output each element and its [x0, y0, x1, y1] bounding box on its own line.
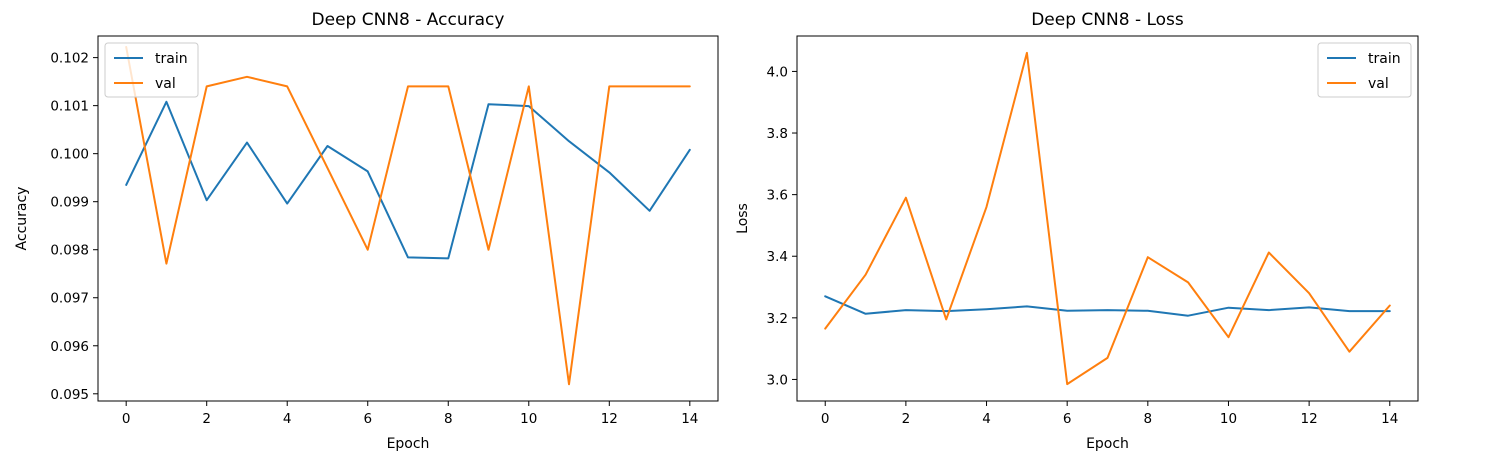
accuracy-y-tick-label: 0.097 [50, 291, 89, 307]
accuracy-x-tick-label: 2 [202, 411, 211, 427]
accuracy-x-tick-label: 12 [601, 411, 618, 427]
loss-legend-label-val: val [1368, 76, 1389, 92]
accuracy-x-tick-label: 14 [681, 411, 698, 427]
loss-legend-label-train: train [1368, 51, 1401, 67]
loss-x-tick-label: 14 [1381, 411, 1398, 427]
loss-chart-title: Deep CNN8 - Loss [1031, 10, 1184, 30]
accuracy-legend-label-val: val [155, 76, 176, 92]
accuracy-y-tick-label: 0.100 [50, 147, 89, 163]
accuracy-y-tick-label: 0.101 [50, 99, 89, 115]
loss-x-tick-label: 10 [1220, 411, 1237, 427]
loss-x-tick-label: 4 [982, 411, 991, 427]
loss-plot-frame [796, 35, 1419, 402]
accuracy-y-tick-label: 0.099 [50, 195, 89, 211]
loss-x-tick-label: 2 [902, 411, 911, 427]
accuracy-series-line-val [125, 46, 691, 386]
loss-chart: Deep CNN8 - Loss Epoch Loss 0 2 4 6 8 10 12 14 3… [735, 10, 1419, 452]
accuracy-plot-frame [97, 35, 719, 402]
loss-y-tick-label: 4.0 [767, 64, 788, 80]
accuracy-y-tick-label: 0.095 [50, 387, 89, 403]
loss-series-line-train [824, 295, 1391, 317]
accuracy-x-tick-label: 8 [444, 411, 453, 427]
loss-x-tick-label: 8 [1144, 411, 1153, 427]
accuracy-y-axis-label: Accuracy [14, 187, 30, 251]
accuracy-x-tick-label: 0 [122, 411, 131, 427]
accuracy-chart-title: Deep CNN8 - Accuracy [312, 10, 505, 30]
loss-y-tick-label: 3.6 [767, 188, 788, 204]
loss-x-axis-label: Epoch [1086, 436, 1129, 452]
loss-series-lines [824, 51, 1391, 386]
loss-y-axis-label: Loss [735, 203, 751, 234]
accuracy-x-axis-label: Epoch [387, 436, 430, 452]
accuracy-chart: Deep CNN8 - Accuracy Epoch Accuracy 0 2 4 6… [14, 10, 719, 452]
accuracy-series-line-train [125, 100, 691, 260]
accuracy-legend-label-train: train [155, 51, 188, 67]
accuracy-ticks: 0 2 4 6 8 10 12 14 0.095 0.096 0.097 0.098 0.099 0.10… [50, 51, 698, 427]
loss-y-tick-label: 3.0 [767, 372, 788, 388]
accuracy-y-tick-label: 0.098 [50, 243, 89, 259]
loss-series-line-val [824, 51, 1391, 386]
loss-y-tick-label: 3.2 [767, 311, 788, 327]
accuracy-x-tick-label: 10 [520, 411, 537, 427]
loss-x-tick-label: 12 [1301, 411, 1318, 427]
loss-y-tick-label: 3.4 [767, 249, 788, 265]
accuracy-y-tick-label: 0.102 [50, 51, 89, 67]
loss-x-tick-label: 6 [1063, 411, 1072, 427]
accuracy-series-lines [125, 46, 691, 386]
accuracy-x-tick-label: 6 [363, 411, 372, 427]
accuracy-y-tick-label: 0.096 [50, 339, 89, 355]
accuracy-x-tick-label: 4 [283, 411, 292, 427]
accuracy-legend: train val [104, 42, 199, 98]
loss-legend: train val [1317, 42, 1412, 98]
loss-y-tick-label: 3.8 [767, 126, 788, 142]
loss-x-tick-label: 0 [821, 411, 830, 427]
loss-ticks: 0 2 4 6 8 10 12 14 3.0 3.2 3.4 3.6 3.8 4.0 [767, 64, 1399, 427]
